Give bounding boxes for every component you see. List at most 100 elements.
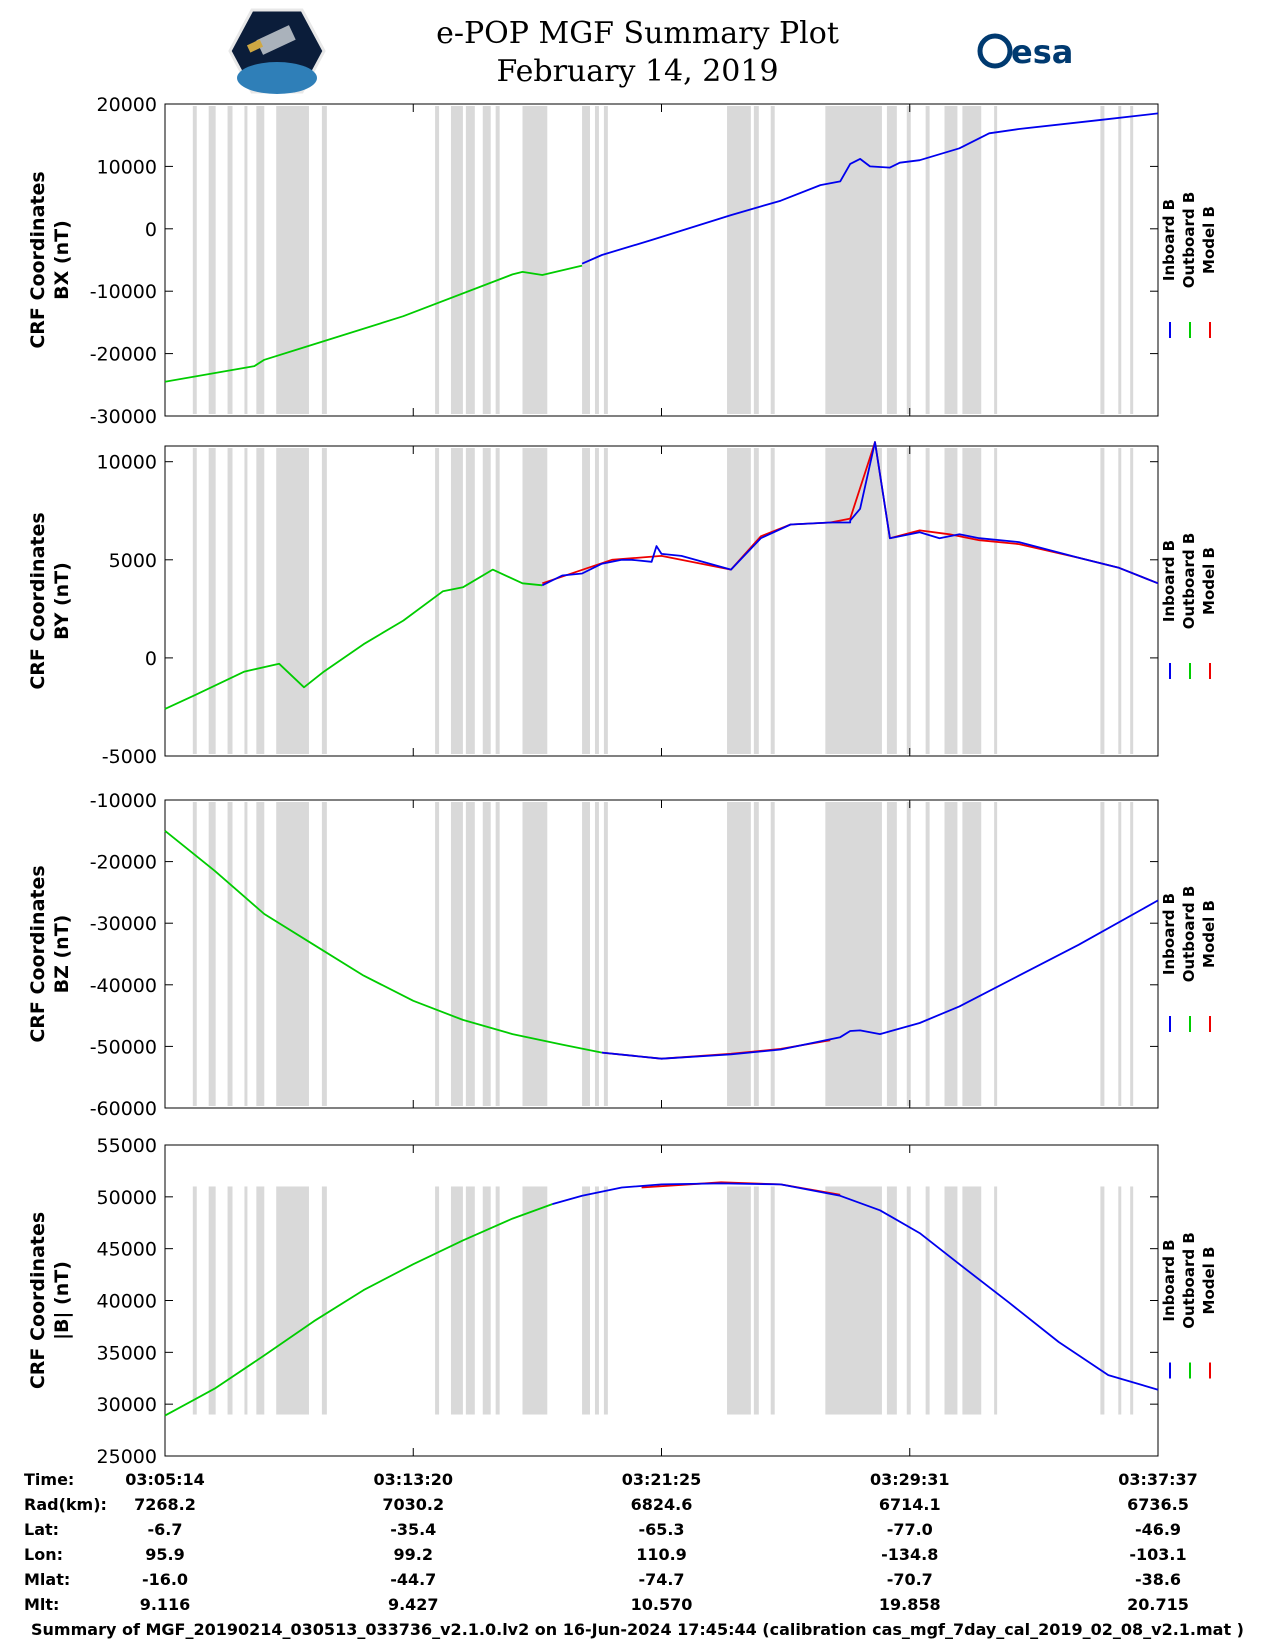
orbit-cell: 99.2: [394, 1545, 433, 1564]
bmag-gap-band: [522, 1186, 548, 1415]
bz-series-inboard-b: [601, 899, 1159, 1060]
bx-gap-band: [192, 106, 197, 414]
logo-earth: [237, 62, 317, 94]
by-gap-band: [582, 448, 591, 754]
bz-gap-band: [603, 802, 608, 1106]
bmag-gap-band: [450, 1186, 463, 1415]
by-gap-band: [753, 448, 759, 754]
by-gap-band: [825, 448, 882, 754]
bx-gap-band: [276, 106, 309, 414]
bz-gap-band: [582, 802, 591, 1106]
plot-date: February 14, 2019: [496, 54, 779, 89]
bmag-gap-band: [321, 1186, 327, 1415]
orbit-cell: 7030.2: [382, 1495, 444, 1514]
orbit-cell: -65.3: [638, 1520, 684, 1539]
bmag-gap-band: [944, 1186, 958, 1415]
bmag-gap-band: [994, 1186, 998, 1415]
bz-gap-band: [482, 802, 491, 1106]
bmag-gap-band: [208, 1186, 216, 1415]
by-gap-band: [1130, 448, 1134, 754]
bx-gap-band: [244, 106, 248, 414]
orbit-cell: 6736.5: [1127, 1495, 1189, 1514]
bmag-series-model-b: [641, 1181, 841, 1196]
by-gap-band: [1100, 448, 1105, 754]
bmag-gap-band: [906, 1186, 911, 1415]
by-gap-band: [192, 448, 197, 754]
bz-ytick-label: -10000: [90, 790, 157, 812]
by-gap-band: [603, 448, 608, 754]
bmag-gap-band: [495, 1186, 500, 1415]
bz-ytick-label: -30000: [90, 913, 157, 935]
bx-gap-band: [962, 106, 982, 414]
by-gap-band: [495, 448, 500, 754]
plot-title: e-POP MGF Summary Plot: [436, 16, 839, 51]
orbit-row-label: Mlat:: [24, 1570, 70, 1589]
bz-gap-band: [994, 802, 998, 1106]
by-gap-band: [944, 448, 958, 754]
bx-series-outboard-b: [164, 264, 583, 383]
orbit-cell: -38.6: [1135, 1570, 1181, 1589]
bx-series-inboard-b: [581, 112, 1159, 265]
bx-ytick-label: 10000: [97, 156, 157, 178]
orbit-cell: -44.7: [390, 1570, 436, 1589]
orbit-cell: 20.715: [1127, 1595, 1189, 1614]
bz-gap-band: [321, 802, 327, 1106]
bz-gap-band: [256, 802, 265, 1106]
bz-plot-frame: [164, 799, 1159, 1109]
bmag-series-outboard-b: [164, 1203, 553, 1417]
bmag-gap-band: [603, 1186, 608, 1415]
bz-ylabel-line1: CRF Coordinates: [27, 865, 49, 1042]
bx-ylabel-line1: CRF Coordinates: [27, 171, 49, 348]
bmag-gap-band: [435, 1186, 440, 1415]
bz-gap-band: [594, 802, 599, 1106]
orbit-cell: -77.0: [887, 1520, 933, 1539]
bz-ylabel-line2: BZ (nT): [51, 915, 73, 994]
orbit-row-label: Lat:: [24, 1520, 59, 1539]
bmag-ytick-label: 50000: [97, 1187, 157, 1209]
bmag-gap-band: [770, 1186, 775, 1415]
bx-gap-band: [522, 106, 548, 414]
bx-gap-band: [925, 106, 930, 414]
orbit-cell: 10.570: [631, 1595, 693, 1614]
by-gap-band: [276, 448, 309, 754]
bx-plot-frame: [164, 103, 1159, 417]
bmag-gap-band: [925, 1186, 930, 1415]
bx-gap-band: [944, 106, 958, 414]
bx-ylabel-line2: BX (nT): [51, 220, 73, 300]
bx-gap-band: [450, 106, 463, 414]
by-gap-band: [435, 448, 440, 754]
bz-ytick-label: -50000: [90, 1036, 157, 1058]
orbit-cell: 95.9: [145, 1545, 184, 1564]
esa-logo-swirl: [977, 33, 1013, 69]
orbit-cell: -16.0: [142, 1570, 188, 1589]
bx-gap-band: [1118, 106, 1122, 414]
bmag-gap-band: [482, 1186, 491, 1415]
bz-gap-band: [906, 802, 911, 1106]
bx-gap-band: [727, 106, 751, 414]
bz-ytick-label: -60000: [90, 1098, 157, 1120]
bmag-gap-band: [1130, 1186, 1134, 1415]
bx-gap-band: [208, 106, 216, 414]
bx-gap-band: [886, 106, 897, 414]
bz-legend-label: Model B: [1200, 900, 1218, 968]
bz-gap-band: [208, 802, 216, 1106]
bmag-gap-band: [825, 1186, 882, 1415]
bx-gap-band: [482, 106, 491, 414]
logo-satellite: [256, 25, 296, 55]
bmag-gap-band: [962, 1186, 982, 1415]
orbit-cell: 03:13:20: [373, 1470, 453, 1489]
bz-gap-band: [825, 802, 882, 1106]
by-ytick-label: 0: [145, 648, 157, 670]
orbit-cell: -103.1: [1129, 1545, 1186, 1564]
by-gap-band: [208, 448, 216, 754]
bmag-ytick-label: 35000: [97, 1342, 157, 1364]
bz-gap-band: [495, 802, 500, 1106]
bmag-gap-band: [753, 1186, 759, 1415]
by-series-inboard-b: [541, 441, 1159, 587]
orbit-cell: 03:37:37: [1118, 1470, 1198, 1489]
by-gap-band: [594, 448, 599, 754]
orbit-cell: 110.9: [636, 1545, 687, 1564]
bx-ytick-label: -10000: [90, 281, 157, 303]
by-gap-band: [482, 448, 491, 754]
